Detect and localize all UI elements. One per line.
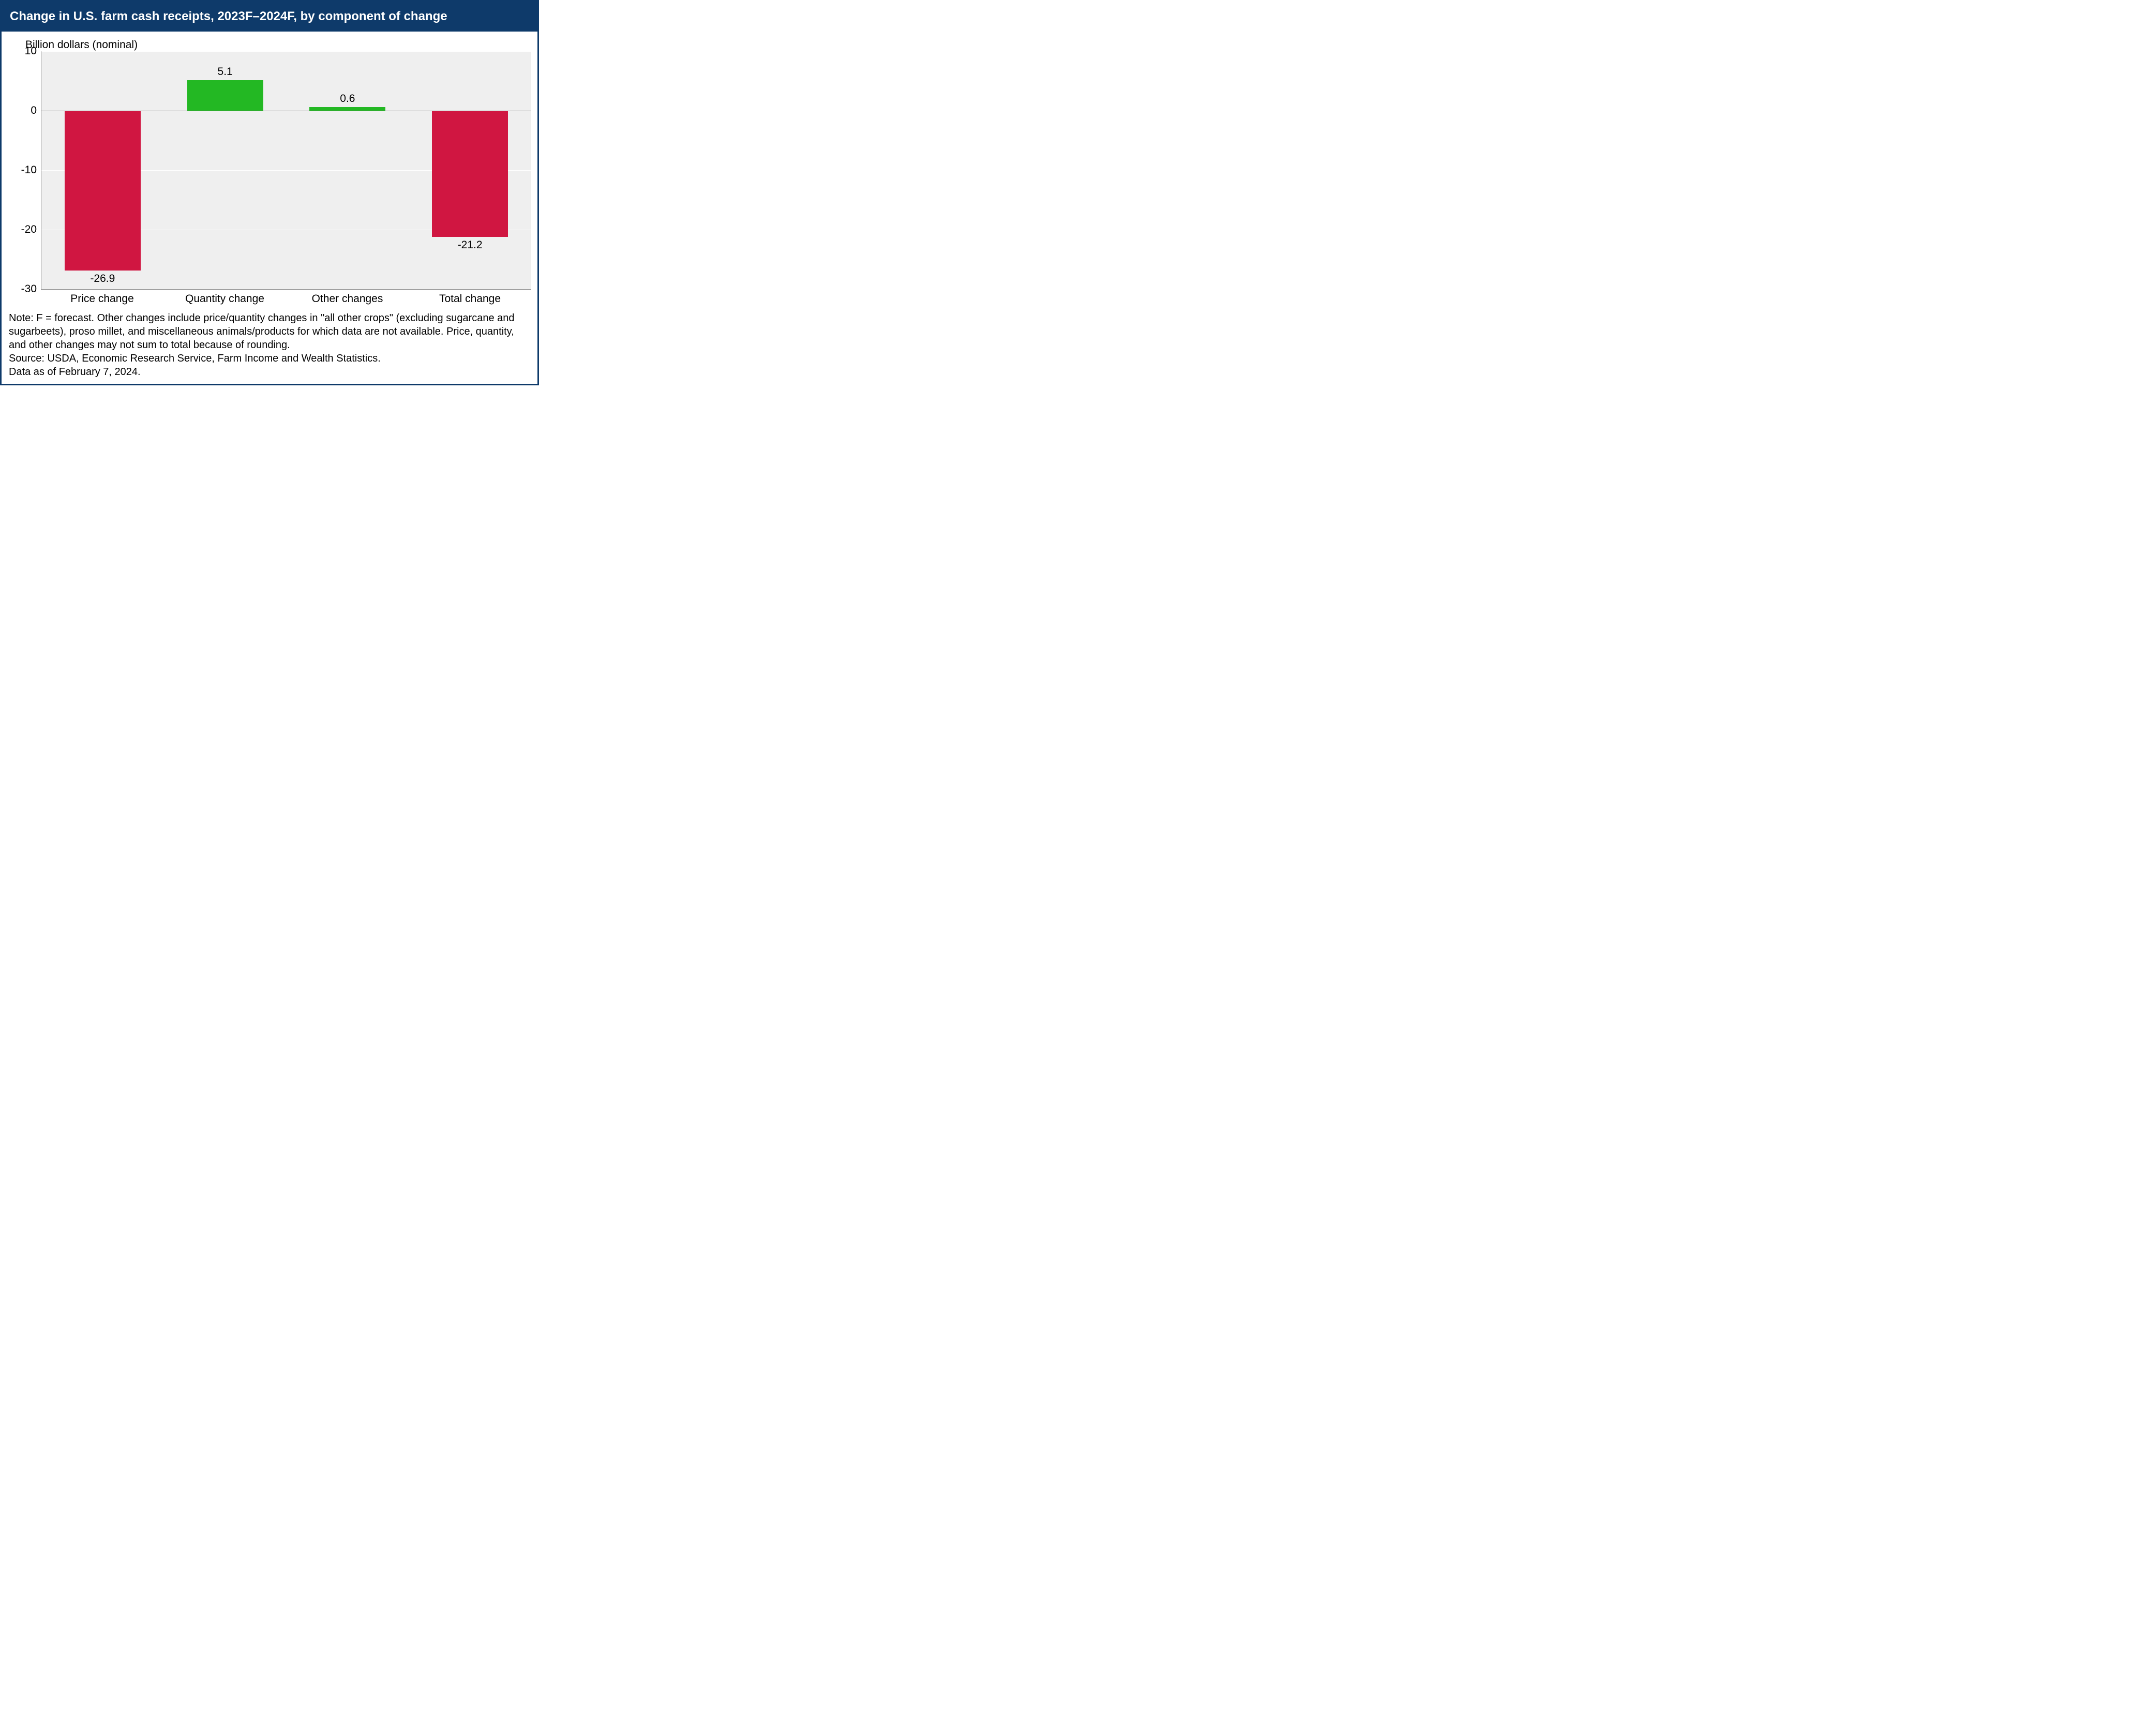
footnote-date: Data as of February 7, 2024.: [9, 365, 530, 379]
plot-area: -26.9 5.1 0.6 -21.2: [41, 51, 531, 290]
y-axis-ticks: -30-20-10010: [8, 51, 41, 289]
gridline: [41, 51, 531, 52]
bar-value-label: 0.6: [340, 93, 355, 105]
x-axis-labels: Price changeQuantity changeOther changes…: [41, 290, 531, 305]
x-axis-label: Price change: [41, 293, 163, 305]
chart-card: Change in U.S. farm cash receipts, 2023F…: [0, 0, 539, 385]
bar: [432, 111, 508, 237]
chart-title: Change in U.S. farm cash receipts, 2023F…: [2, 2, 537, 32]
footnote-source: Source: USDA, Economic Research Service,…: [9, 352, 530, 365]
plot-row: -30-20-10010 -26.95.10.6-21.2: [8, 51, 531, 290]
y-tick-label: -30: [21, 283, 37, 295]
bar-value-label: 5.1: [218, 66, 233, 78]
y-axis-title: Billion dollars (nominal): [8, 36, 531, 51]
x-axis-label: Total change: [409, 293, 531, 305]
footnote: Note: F = forecast. Other changes includ…: [2, 307, 537, 384]
y-tick-label: -20: [21, 223, 37, 236]
footnote-note: Note: F = forecast. Other changes includ…: [9, 311, 530, 352]
y-tick-label: 0: [31, 104, 37, 117]
chart-area: Billion dollars (nominal) -30 -20 -10 0 10 -…: [2, 32, 537, 307]
y-tick-label: 10: [25, 45, 37, 57]
bar: [309, 107, 385, 111]
x-axis-label: Quantity change: [163, 293, 286, 305]
bar: [65, 111, 141, 271]
y-tick-label: -10: [21, 164, 37, 176]
bar: [187, 80, 263, 111]
x-axis-label: Other changes: [286, 293, 409, 305]
bar-value-label: -21.2: [458, 239, 483, 251]
bar-value-label: -26.9: [90, 273, 115, 285]
